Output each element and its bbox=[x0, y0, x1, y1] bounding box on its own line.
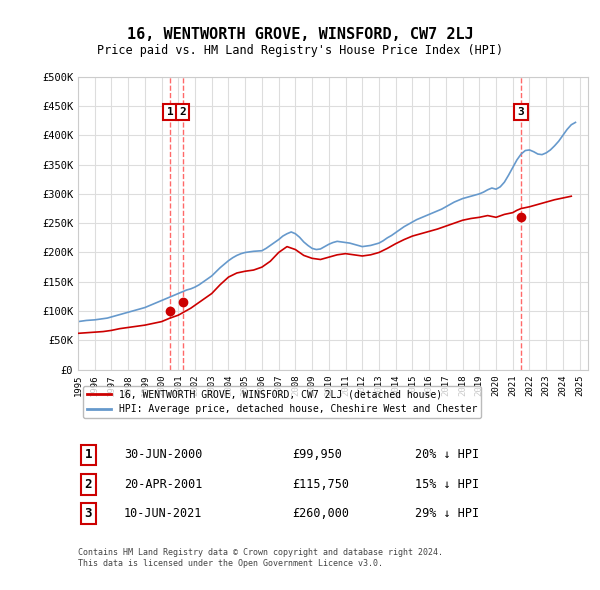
Text: 1: 1 bbox=[85, 448, 92, 461]
Text: 20% ↓ HPI: 20% ↓ HPI bbox=[415, 448, 479, 461]
Text: 15% ↓ HPI: 15% ↓ HPI bbox=[415, 478, 479, 491]
Text: 1: 1 bbox=[167, 107, 173, 117]
Text: 2: 2 bbox=[85, 478, 92, 491]
Text: 10-JUN-2021: 10-JUN-2021 bbox=[124, 507, 202, 520]
Legend: 16, WENTWORTH GROVE, WINSFORD, CW7 2LJ (detached house), HPI: Average price, det: 16, WENTWORTH GROVE, WINSFORD, CW7 2LJ (… bbox=[83, 386, 481, 418]
Text: 3: 3 bbox=[518, 107, 524, 117]
Text: 20-APR-2001: 20-APR-2001 bbox=[124, 478, 202, 491]
Text: £115,750: £115,750 bbox=[292, 478, 349, 491]
Text: Price paid vs. HM Land Registry's House Price Index (HPI): Price paid vs. HM Land Registry's House … bbox=[97, 44, 503, 57]
Text: Contains HM Land Registry data © Crown copyright and database right 2024.
This d: Contains HM Land Registry data © Crown c… bbox=[78, 548, 443, 568]
Text: £99,950: £99,950 bbox=[292, 448, 342, 461]
Text: 16, WENTWORTH GROVE, WINSFORD, CW7 2LJ: 16, WENTWORTH GROVE, WINSFORD, CW7 2LJ bbox=[127, 27, 473, 41]
Text: 29% ↓ HPI: 29% ↓ HPI bbox=[415, 507, 479, 520]
Text: 30-JUN-2000: 30-JUN-2000 bbox=[124, 448, 202, 461]
Text: 3: 3 bbox=[85, 507, 92, 520]
Text: 2: 2 bbox=[179, 107, 186, 117]
Text: £260,000: £260,000 bbox=[292, 507, 349, 520]
